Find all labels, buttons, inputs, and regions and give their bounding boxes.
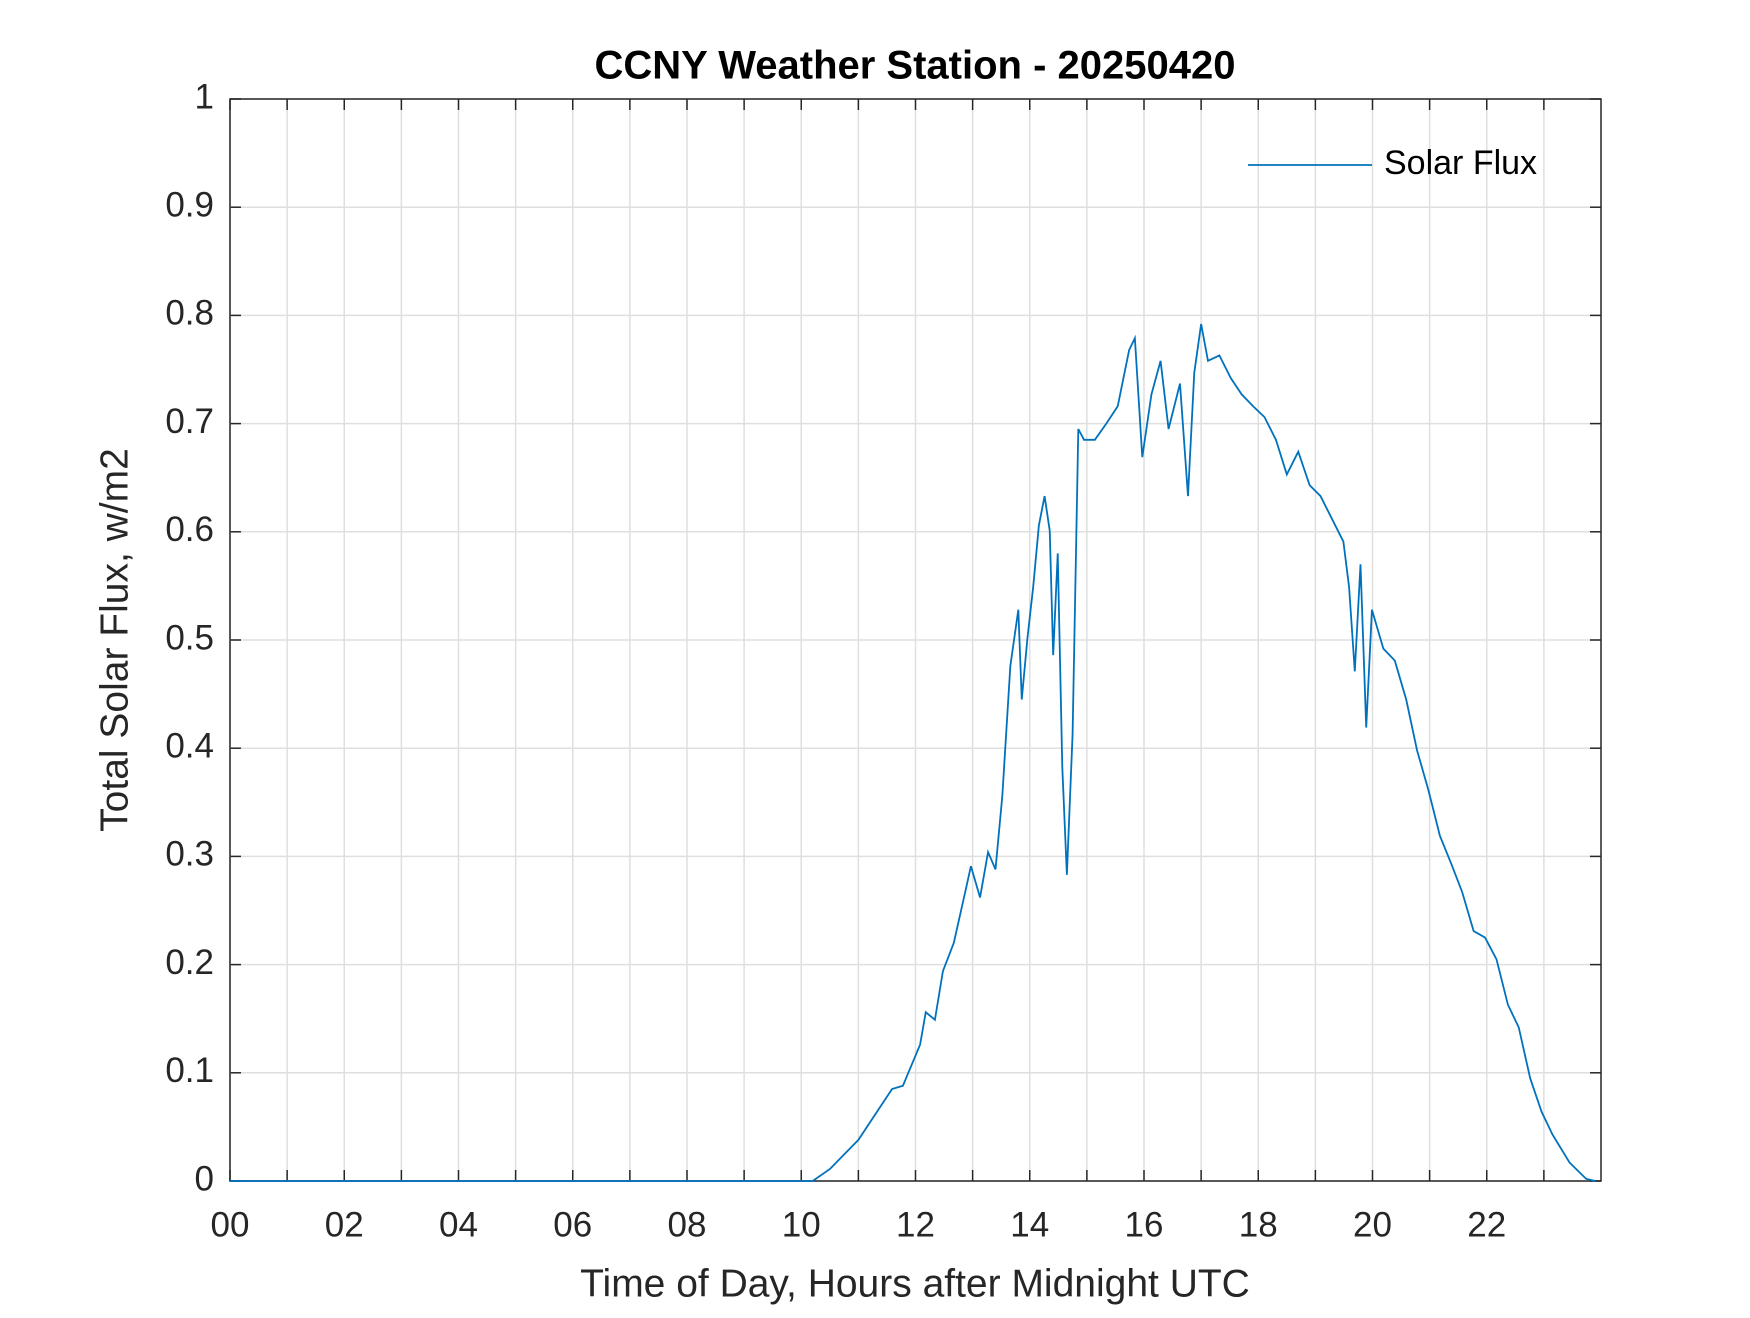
y-tick-label: 0.4 — [165, 726, 214, 765]
data-line — [230, 323, 1596, 1182]
x-tick-label: 02 — [325, 1205, 364, 1244]
y-tick-label: 0.7 — [165, 402, 214, 441]
y-tick-label: 0.6 — [165, 510, 214, 549]
y-tick-label: 0 — [195, 1159, 214, 1198]
y-tick-label: 0.3 — [165, 835, 214, 874]
y-axis-label: Total Solar Flux, w/m2 — [93, 448, 136, 832]
x-tick-label: 18 — [1239, 1205, 1278, 1244]
x-axis-label: Time of Day, Hours after Midnight UTC — [580, 1262, 1250, 1305]
y-tick-label: 0.5 — [165, 618, 214, 657]
plot-frame — [229, 98, 1602, 1182]
y-tick-label: 1 — [195, 77, 214, 116]
x-tick-label: 10 — [782, 1205, 821, 1244]
legend-label: Solar Flux — [1384, 144, 1537, 182]
y-tick-label: 0.2 — [165, 943, 214, 982]
y-tick-label: 0.9 — [165, 185, 214, 224]
y-tick-label: 0.8 — [165, 294, 214, 333]
x-tick-label: 04 — [439, 1205, 478, 1244]
x-tick-label: 12 — [896, 1205, 935, 1244]
x-tick-label: 14 — [1010, 1205, 1049, 1244]
x-tick-label: 00 — [211, 1205, 250, 1244]
y-tick-label: 0.1 — [165, 1051, 214, 1090]
x-tick-label: 22 — [1467, 1205, 1506, 1244]
x-tick-label: 16 — [1125, 1205, 1164, 1244]
x-tick-label: 08 — [668, 1205, 707, 1244]
x-tick-label: 06 — [553, 1205, 592, 1244]
chart-title: CCNY Weather Station - 20250420 — [595, 44, 1236, 88]
x-tick-label: 20 — [1353, 1205, 1392, 1244]
